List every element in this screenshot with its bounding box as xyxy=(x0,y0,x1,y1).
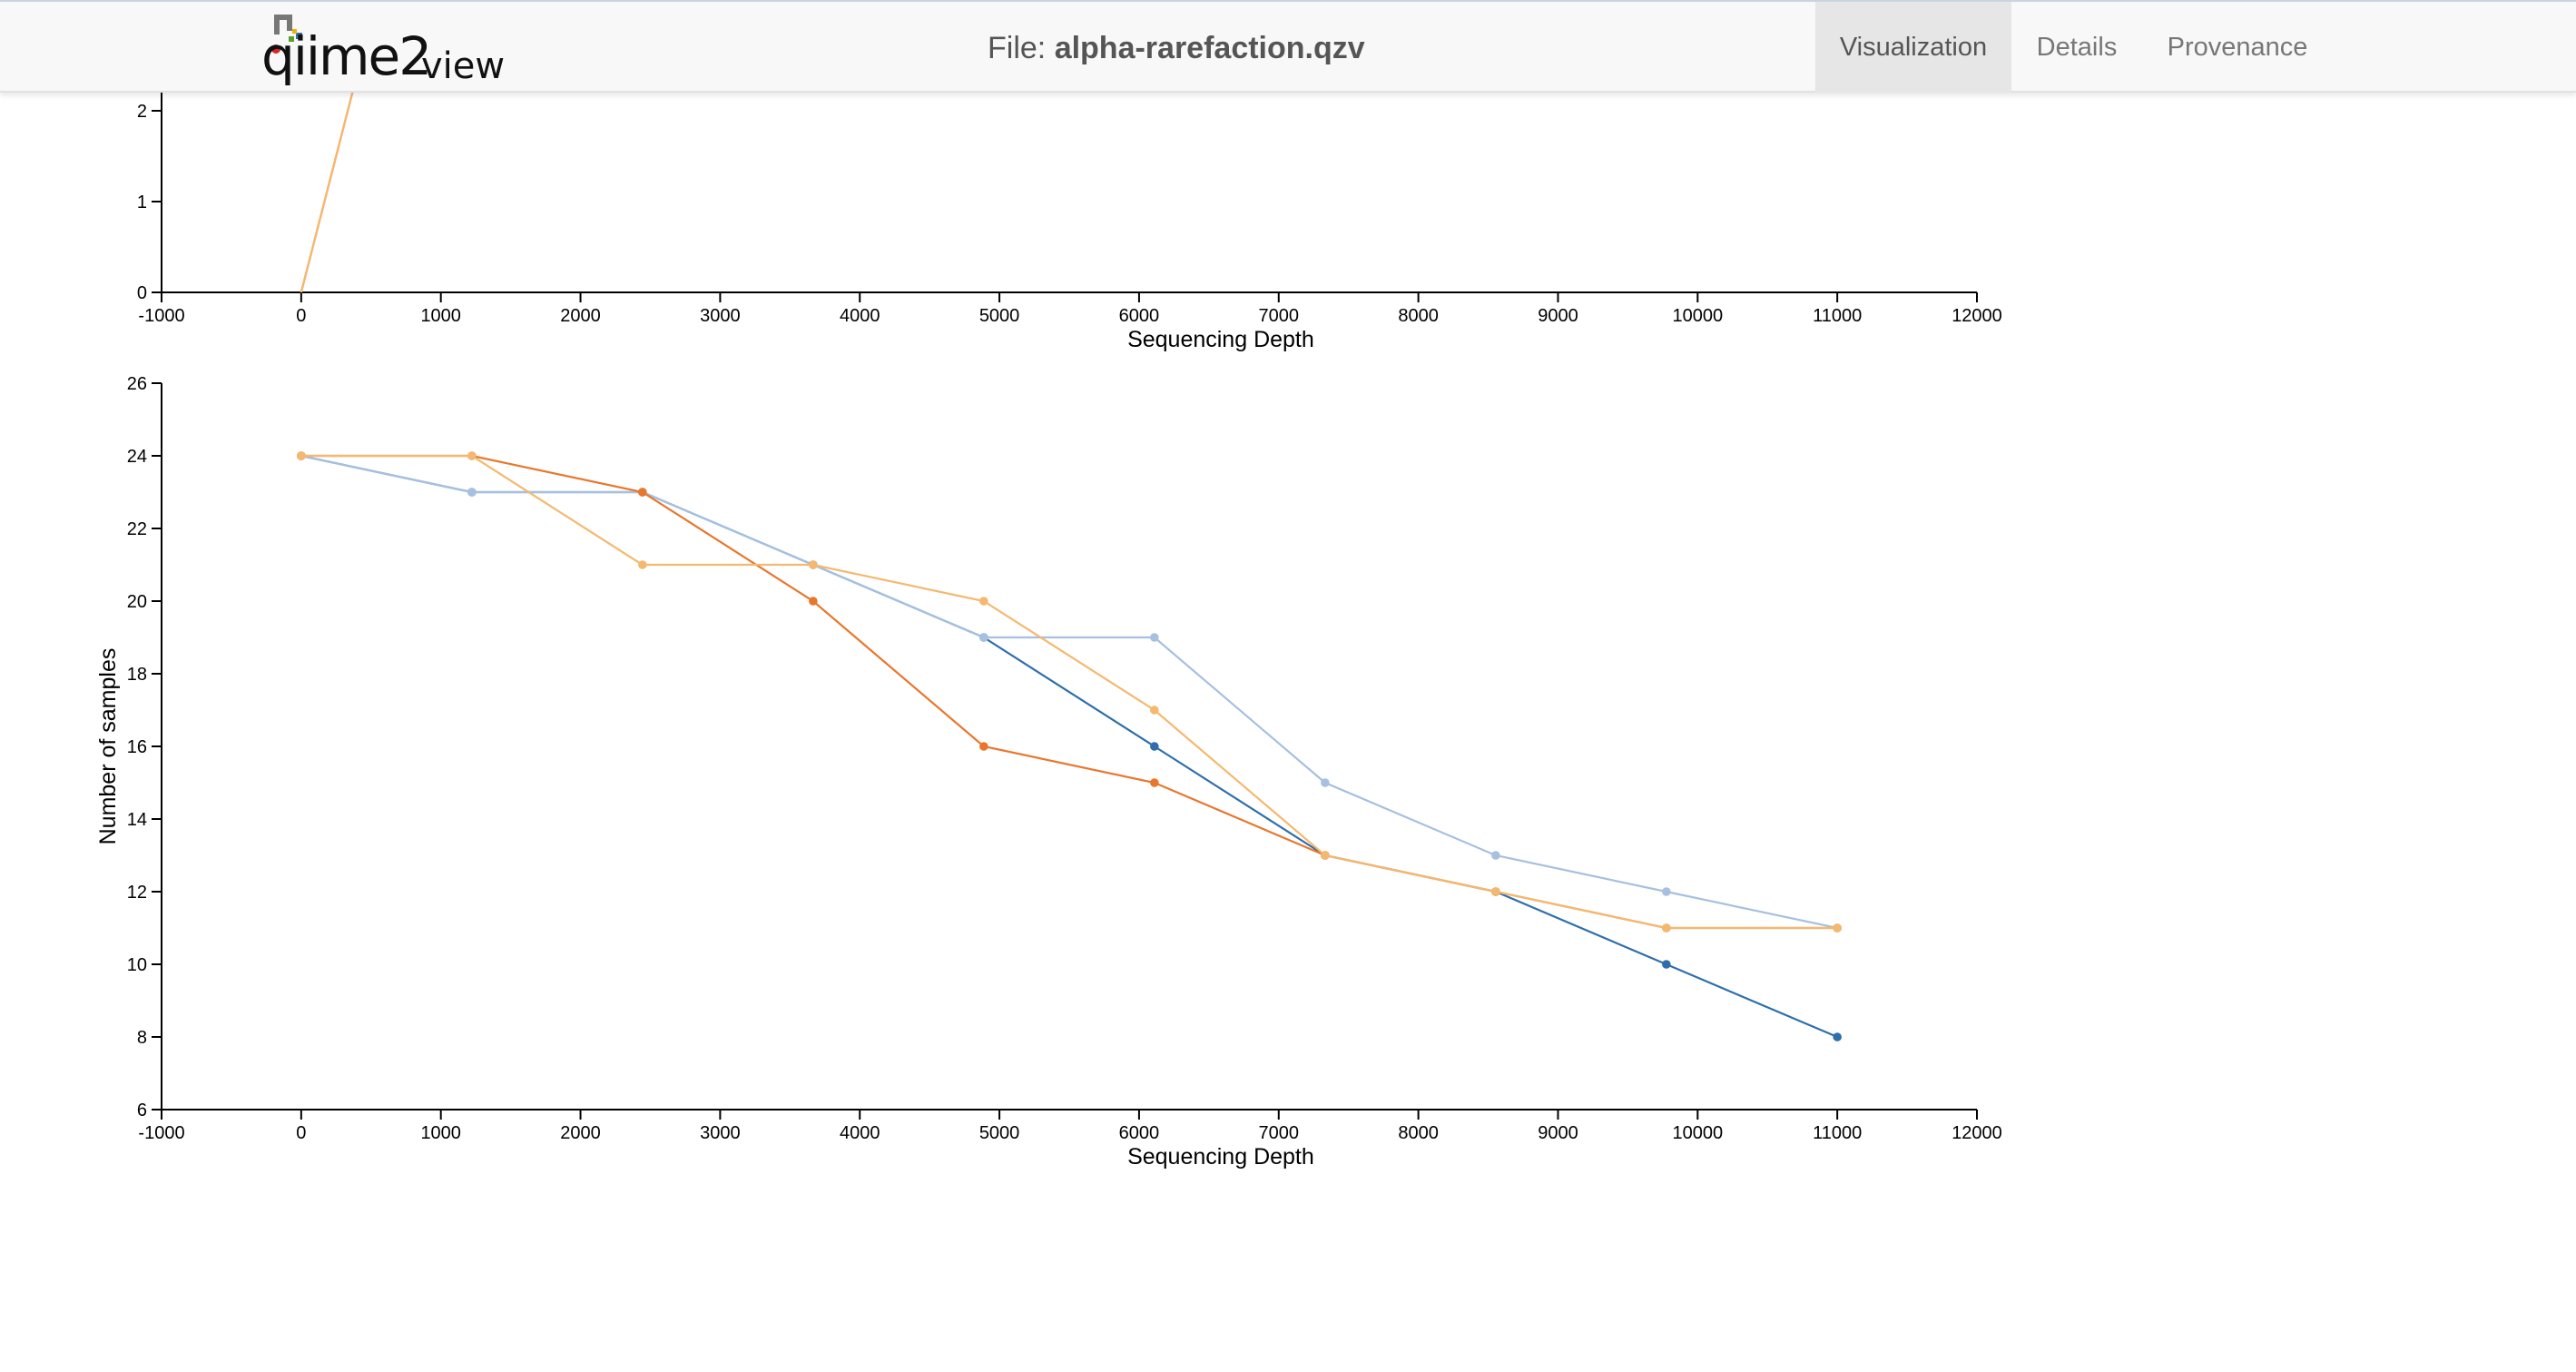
series-1 xyxy=(297,451,1842,1041)
data-point xyxy=(1662,960,1671,969)
navbar: qiime2 view File: alpha-rarefaction.qzv … xyxy=(0,0,2576,93)
series-4 xyxy=(297,451,1842,933)
data-point xyxy=(1150,706,1159,715)
series-line xyxy=(300,93,354,293)
data-point xyxy=(1150,778,1159,787)
series-line xyxy=(300,454,1838,1039)
series-line xyxy=(300,454,1838,930)
data-point xyxy=(467,451,477,460)
x-tick-label: 11000 xyxy=(1813,1123,1862,1143)
data-point xyxy=(809,560,818,569)
y-tick-label: 12 xyxy=(127,883,147,903)
y-tick-label: 0 xyxy=(137,283,147,303)
file-name: alpha-rarefaction.qzv xyxy=(1054,31,1365,65)
tab-visualization[interactable]: Visualization xyxy=(1815,2,2011,93)
data-point xyxy=(979,633,988,642)
data-point xyxy=(1321,778,1330,787)
data-point xyxy=(979,597,988,606)
x-tick-label: 12000 xyxy=(1952,306,2002,326)
x-tick-label: 12000 xyxy=(1952,1123,2002,1143)
qiime2view-logo[interactable]: qiime2 view xyxy=(260,11,505,87)
x-tick-label: 7000 xyxy=(1259,1123,1300,1143)
chart-1: -1000 0 1000 2000 3000 4000 5000 6000 7000 8000 90… xyxy=(137,87,2002,352)
data-point xyxy=(809,597,818,606)
x-tick-label: 9000 xyxy=(1538,1123,1578,1143)
data-point xyxy=(1662,887,1671,896)
y-tick-label: 24 xyxy=(127,447,147,467)
x-tick-label: 6000 xyxy=(1119,1123,1160,1143)
x-tick-label: 8000 xyxy=(1398,306,1439,326)
file-title: File: alpha-rarefaction.qzv xyxy=(988,31,1365,66)
data-point xyxy=(1321,851,1330,860)
x-tick-label: 9000 xyxy=(1538,306,1578,326)
data-point xyxy=(638,488,647,497)
x-tick-label: 10000 xyxy=(1672,1123,1723,1143)
tab-details[interactable]: Details xyxy=(2036,33,2118,62)
data-point xyxy=(1833,923,1842,933)
x-tick-label: -1000 xyxy=(138,1123,184,1143)
x-tick-label: 4000 xyxy=(840,306,880,326)
y-axis-label: Number of samples xyxy=(95,648,121,845)
x-tick-label: 2000 xyxy=(560,306,601,326)
data-point xyxy=(979,742,988,751)
data-point xyxy=(1150,742,1159,751)
tab-provenance[interactable]: Provenance xyxy=(2167,33,2308,62)
y-tick-label: 26 xyxy=(127,374,147,394)
data-point xyxy=(638,560,647,569)
series-2 xyxy=(300,93,354,293)
x-tick-label: 10000 xyxy=(1672,306,1723,326)
y-tick-label: 22 xyxy=(127,519,147,539)
x-tick-label: 4000 xyxy=(840,1123,880,1143)
y-tick-label: 8 xyxy=(137,1028,147,1048)
y-tick-label: 10 xyxy=(127,955,147,975)
x-tick-label: -1000 xyxy=(138,306,184,326)
x-tick-label: 6000 xyxy=(1119,306,1160,326)
x-tick-label: 1000 xyxy=(420,306,461,326)
logo-word: qiime2 xyxy=(261,25,432,87)
x-tick-label: 5000 xyxy=(979,1123,1020,1143)
series-line xyxy=(300,454,1838,930)
y-tick-label: 20 xyxy=(127,592,147,612)
x-tick-label: 3000 xyxy=(700,1123,741,1143)
y-tick-label: 2 xyxy=(137,102,147,122)
y-tick-label: 6 xyxy=(137,1101,147,1120)
data-point xyxy=(1833,1032,1842,1041)
data-point xyxy=(1491,887,1500,896)
x-tick-label: 2000 xyxy=(560,1123,601,1143)
logo-view: view xyxy=(421,45,506,87)
qiime-logo-icon xyxy=(271,15,302,54)
x-tick-label: 8000 xyxy=(1398,1123,1439,1143)
x-tick-label: 0 xyxy=(296,1123,306,1143)
x-tick-label: 5000 xyxy=(979,306,1020,326)
x-tick-label: 1000 xyxy=(420,1123,461,1143)
data-point xyxy=(1662,923,1671,933)
y-tick-label: 14 xyxy=(127,810,147,830)
chart-2: -1000 0 1000 2000 3000 4000 5000 6000 7000 8000 90… xyxy=(95,374,2002,1170)
x-tick-label: 3000 xyxy=(700,306,741,326)
data-point xyxy=(467,488,477,497)
x-tick-label: 11000 xyxy=(1813,306,1862,326)
y-tick-label: 18 xyxy=(127,665,147,685)
x-axis-label: Sequencing Depth xyxy=(1127,327,1314,352)
x-tick-label: 0 xyxy=(296,306,306,326)
y-tick-label: 16 xyxy=(127,737,147,757)
y-tick-label: 1 xyxy=(137,192,147,212)
x-axis-label: Sequencing Depth xyxy=(1127,1144,1314,1170)
x-tick-label: 7000 xyxy=(1259,306,1300,326)
data-point xyxy=(1491,851,1500,860)
data-point xyxy=(1150,633,1159,642)
data-point xyxy=(297,451,306,460)
file-label: File: xyxy=(988,31,1047,65)
